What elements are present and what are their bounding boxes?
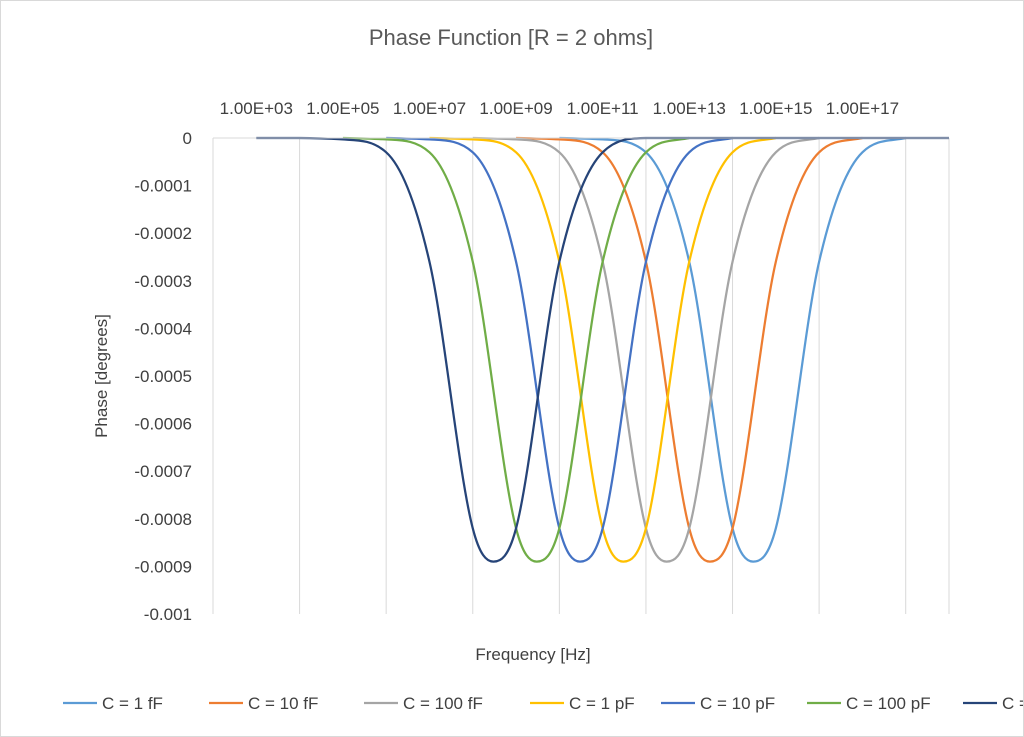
legend-label: C = 10 pF <box>700 694 775 713</box>
series-line-3 <box>472 136 820 563</box>
x-tick-label: 1.00E+07 <box>393 99 466 118</box>
series-line-7 <box>256 136 949 563</box>
y-tick-label: -0.0006 <box>134 415 192 434</box>
legend-label: C = 1 fF <box>102 694 163 713</box>
chart-title: Phase Function [R = 2 ohms] <box>369 25 653 50</box>
x-tick-label: 1.00E+17 <box>826 99 899 118</box>
series-line-6 <box>342 136 690 563</box>
x-tick-labels: 1.00E+03 1.00E+05 1.00E+07 1.00E+09 1.00E+11… <box>220 99 899 118</box>
legend-label: C = 100 pF <box>846 694 931 713</box>
series-line-5 <box>386 136 733 563</box>
legend-label: C = 1 pF <box>569 694 635 713</box>
y-tick-label: -0.0009 <box>134 557 192 576</box>
legend-label: C = 100 fF <box>403 694 483 713</box>
grid-lines <box>212 138 950 614</box>
legend-label: C = 1 nF <box>1002 694 1023 713</box>
x-tick-label: 1.00E+05 <box>306 99 379 118</box>
y-tick-label: -0.0004 <box>134 319 192 338</box>
series-lines <box>256 136 949 563</box>
y-tick-labels: 0 -0.0001 -0.0002 -0.0003 -0.0004 -0.0005 -0.0… <box>134 129 192 624</box>
legend: C = 1 fF C = 10 fF C = 100 fF C = 1 pF C = 1… <box>63 694 1023 713</box>
y-tick-label: -0.0008 <box>134 510 192 529</box>
y-tick-label: -0.0001 <box>134 177 192 196</box>
series-line-2 <box>516 136 863 563</box>
y-tick-label: -0.0002 <box>134 224 192 243</box>
x-axis-label: Frequency [Hz] <box>475 645 590 664</box>
y-tick-label: -0.001 <box>144 605 192 624</box>
y-tick-label: 0 <box>183 129 192 148</box>
x-tick-label: 1.00E+13 <box>653 99 726 118</box>
y-tick-label: -0.0005 <box>134 367 192 386</box>
y-axis-label: Phase [degrees] <box>92 314 111 438</box>
x-tick-label: 1.00E+03 <box>220 99 293 118</box>
x-tick-label: 1.00E+15 <box>739 99 812 118</box>
y-tick-label: -0.0007 <box>134 462 192 481</box>
x-tick-label: 1.00E+11 <box>567 99 639 118</box>
legend-label: C = 10 fF <box>248 694 318 713</box>
series-line-4 <box>429 136 777 563</box>
y-tick-label: -0.0003 <box>134 272 192 291</box>
x-tick-label: 1.00E+09 <box>479 99 552 118</box>
